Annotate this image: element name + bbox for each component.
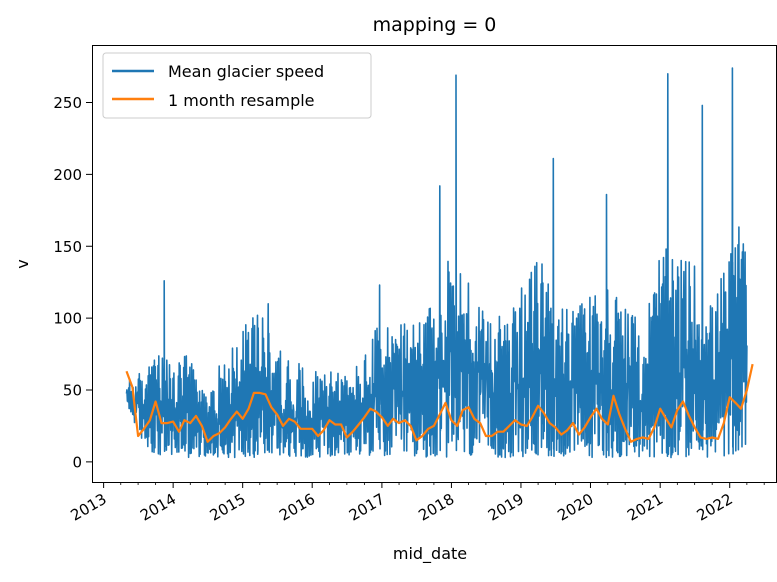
legend-label-1-month-resample: 1 month resample	[168, 91, 315, 110]
y-tick-label: 0	[72, 453, 82, 471]
legend-box	[102, 52, 372, 119]
y-tick-label: 50	[63, 382, 82, 400]
y-tick-label: 200	[53, 166, 82, 184]
y-tick-label: 100	[53, 310, 82, 328]
y-axis: 0 50 100 150 200 250	[53, 94, 92, 471]
series-1-month-resample	[125, 363, 754, 443]
y-axis-label: v	[13, 259, 32, 268]
legend: Mean glacier speed 1 month resample	[102, 52, 372, 119]
legend-label-mean-glacier-speed: Mean glacier speed	[168, 62, 324, 81]
y-tick-label: 150	[53, 238, 82, 256]
y-tick-label: 250	[53, 94, 82, 112]
x-axis-label: mid_date	[393, 544, 467, 564]
series-layer	[125, 67, 754, 459]
chart-title: mapping = 0	[373, 14, 497, 36]
